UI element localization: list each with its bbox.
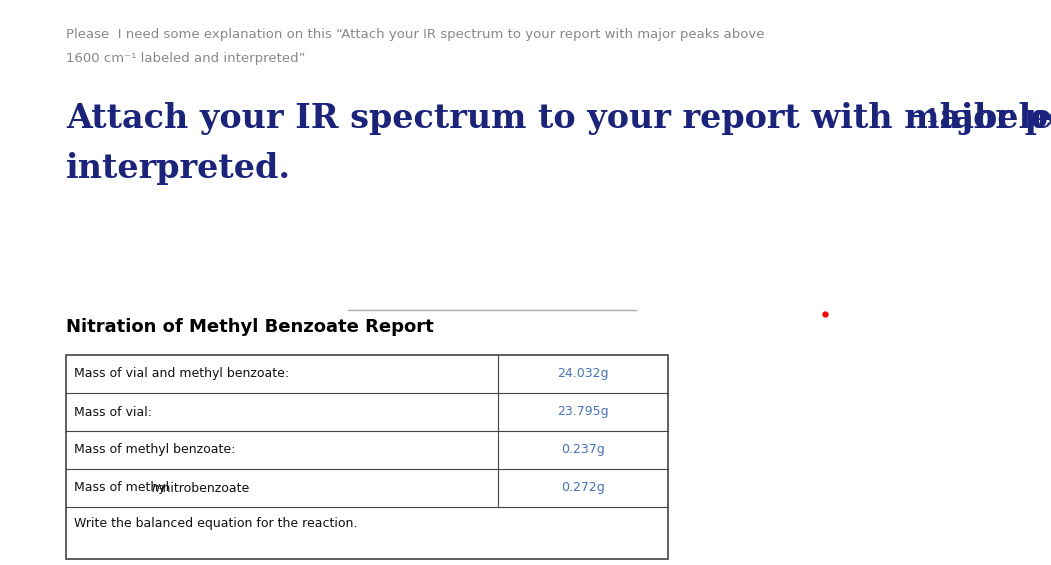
Text: Mass of vial and methyl benzoate:: Mass of vial and methyl benzoate: — [74, 367, 289, 380]
Text: 23.795g: 23.795g — [557, 406, 609, 419]
Text: 0.272g: 0.272g — [561, 481, 605, 494]
Text: Mass of methyl benzoate:: Mass of methyl benzoate: — [74, 444, 235, 457]
Text: m: m — [152, 481, 164, 494]
Text: Please  I need some explanation on this “Attach your IR spectrum to your report : Please I need some explanation on this “… — [66, 28, 764, 41]
Text: 24.032g: 24.032g — [557, 367, 609, 380]
Text: -nitrobenzoate: -nitrobenzoate — [158, 481, 249, 494]
Text: Mass of methyl: Mass of methyl — [74, 481, 173, 494]
Text: interpreted.: interpreted. — [66, 152, 291, 185]
Text: labeled and: labeled and — [928, 102, 1051, 135]
Text: Write the balanced equation for the reaction.: Write the balanced equation for the reac… — [74, 517, 357, 530]
Text: Attach your IR spectrum to your report with major peaks above 1600 cm: Attach your IR spectrum to your report w… — [66, 102, 1051, 135]
Text: Mass of vial:: Mass of vial: — [74, 406, 152, 419]
Text: 0.237g: 0.237g — [561, 444, 605, 457]
Text: −1: −1 — [910, 108, 941, 126]
Bar — [66, 355, 668, 559]
Text: 1600 cm⁻¹ labeled and interpreted”: 1600 cm⁻¹ labeled and interpreted” — [66, 52, 306, 65]
Text: Nitration of Methyl Benzoate Report: Nitration of Methyl Benzoate Report — [66, 318, 434, 336]
